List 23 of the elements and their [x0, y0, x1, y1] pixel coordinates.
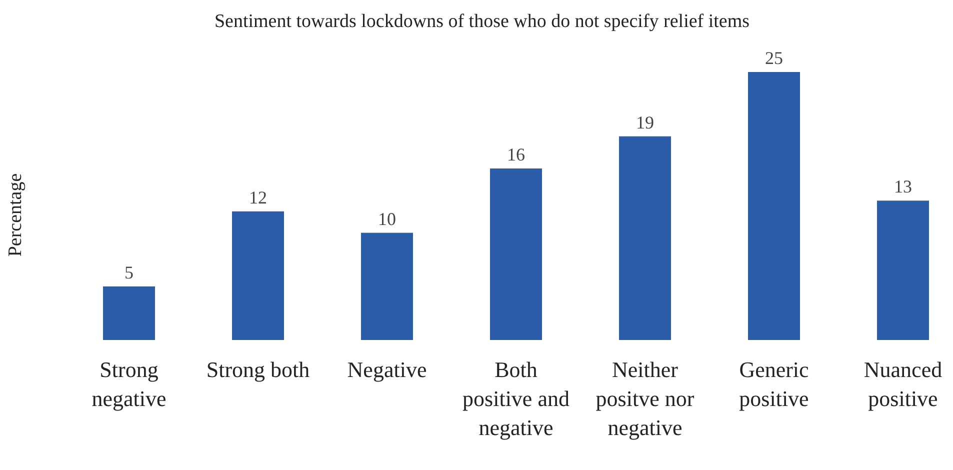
x-tick-label: Strong negative [92, 357, 166, 411]
data-label: 10 [378, 208, 396, 229]
bar [877, 200, 929, 340]
bar [619, 136, 671, 340]
bar [103, 286, 155, 340]
bar [748, 72, 800, 340]
bar [361, 232, 413, 340]
y-axis-title: Percentage [5, 173, 26, 257]
x-tick-label: Both positive and negative [462, 357, 570, 440]
data-label: 19 [636, 112, 654, 132]
x-tick-label: Generic positive [739, 357, 810, 411]
data-label: 13 [894, 176, 912, 197]
bar [232, 211, 284, 340]
x-tick-label: Strong both [206, 357, 310, 382]
chart-title: Sentiment towards lockdowns of those who do not specify relief items [214, 11, 750, 32]
data-label: 25 [765, 48, 783, 68]
bar [490, 168, 542, 340]
data-label: 16 [507, 144, 525, 164]
x-tick-label: Negative [347, 357, 427, 382]
x-tick-label: Nuanced positive [864, 357, 942, 411]
x-tick-label: Neither positve nor negative [596, 357, 695, 440]
data-label: 5 [124, 262, 134, 282]
data-label: 12 [249, 187, 267, 208]
